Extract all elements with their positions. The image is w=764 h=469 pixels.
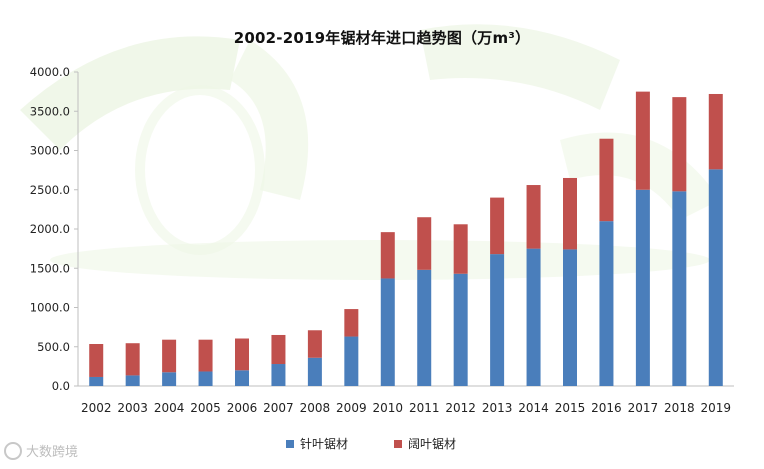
- bar-conifer-2008: [307, 357, 322, 386]
- x-tick-label: 2004: [154, 401, 185, 415]
- y-tick-label: 1000.0: [30, 301, 70, 315]
- chart-title: 2002-2019年锯材年进口趋势图（万m³）: [233, 29, 531, 47]
- x-tick-label: 2011: [409, 401, 440, 415]
- y-tick-label: 500.0: [37, 340, 70, 354]
- bar-hardwood-2008: [307, 330, 322, 358]
- y-tick-label: 3000.0: [30, 144, 70, 158]
- y-tick-label: 2500.0: [30, 183, 70, 197]
- bar-hardwood-2019: [708, 93, 723, 170]
- bar-conifer-2014: [526, 248, 541, 386]
- x-tick-label: 2016: [591, 401, 622, 415]
- bar-hardwood-2013: [490, 197, 505, 255]
- bar-hardwood-2006: [235, 338, 249, 371]
- bar-conifer-2019: [708, 169, 723, 386]
- bar-hardwood-2007: [271, 334, 286, 365]
- y-tick-label: 3500.0: [30, 104, 70, 118]
- bar-hardwood-2002: [89, 344, 104, 377]
- bar-hardwood-2010: [380, 232, 395, 279]
- bar-hardwood-2004: [162, 339, 177, 373]
- bar-hardwood-2011: [417, 217, 432, 270]
- bar-conifer-2012: [453, 273, 468, 386]
- bar-conifer-2010: [380, 278, 395, 386]
- watermark: 大数跨境: [4, 441, 78, 460]
- bar-conifer-2005: [198, 371, 213, 386]
- bar-conifer-2002: [89, 376, 104, 386]
- x-tick-label: 2014: [518, 401, 549, 415]
- y-tick-label: 4000.0: [30, 65, 70, 79]
- bar-conifer-2016: [599, 221, 614, 386]
- bar-hardwood-2005: [198, 339, 213, 372]
- x-tick-label: 2012: [445, 401, 476, 415]
- legend-label-conifer: 针叶锯材: [300, 436, 348, 451]
- x-tick-label: 2007: [263, 401, 294, 415]
- y-tick-label: 2000.0: [30, 222, 70, 236]
- x-tick-label: 2017: [628, 401, 659, 415]
- bar-conifer-2017: [635, 189, 650, 386]
- x-tick-label: 2005: [190, 401, 221, 415]
- x-tick-label: 2006: [227, 401, 258, 415]
- x-tick-label: 2019: [701, 401, 732, 415]
- bar-hardwood-2017: [635, 91, 650, 190]
- watermark-logo-icon: [4, 441, 22, 460]
- bar-hardwood-2018: [672, 97, 687, 192]
- legend-swatch-hardwood: [394, 440, 402, 448]
- legend-swatch-conifer: [286, 440, 294, 448]
- x-tick-label: 2015: [555, 401, 586, 415]
- x-tick-label: 2008: [300, 401, 331, 415]
- y-tick-label: 0.0: [52, 379, 70, 393]
- x-tick-label: 2009: [336, 401, 367, 415]
- bar-conifer-2018: [672, 191, 687, 386]
- bar-hardwood-2012: [453, 224, 468, 274]
- bar-conifer-2007: [271, 364, 286, 386]
- bar-hardwood-2015: [563, 177, 577, 250]
- bar-hardwood-2003: [125, 343, 140, 376]
- bar-hardwood-2009: [344, 309, 359, 337]
- x-tick-label: 2003: [117, 401, 148, 415]
- bar-conifer-2015: [563, 249, 577, 386]
- x-tick-label: 2010: [373, 401, 404, 415]
- bar-conifer-2004: [162, 372, 177, 386]
- bar-conifer-2006: [235, 370, 249, 386]
- bar-conifer-2003: [125, 375, 140, 386]
- bar-hardwood-2014: [526, 185, 541, 249]
- x-tick-label: 2018: [664, 401, 695, 415]
- watermark-text: 大数跨境: [26, 445, 79, 460]
- legend-label-hardwood: 阔叶锯材: [408, 436, 456, 451]
- bar-conifer-2013: [490, 254, 505, 386]
- bar-conifer-2011: [417, 269, 432, 386]
- y-tick-label: 1500.0: [30, 261, 70, 275]
- bar-conifer-2009: [344, 336, 359, 386]
- x-tick-label: 2013: [482, 401, 513, 415]
- bar-hardwood-2016: [599, 138, 614, 222]
- x-tick-label: 2002: [81, 401, 112, 415]
